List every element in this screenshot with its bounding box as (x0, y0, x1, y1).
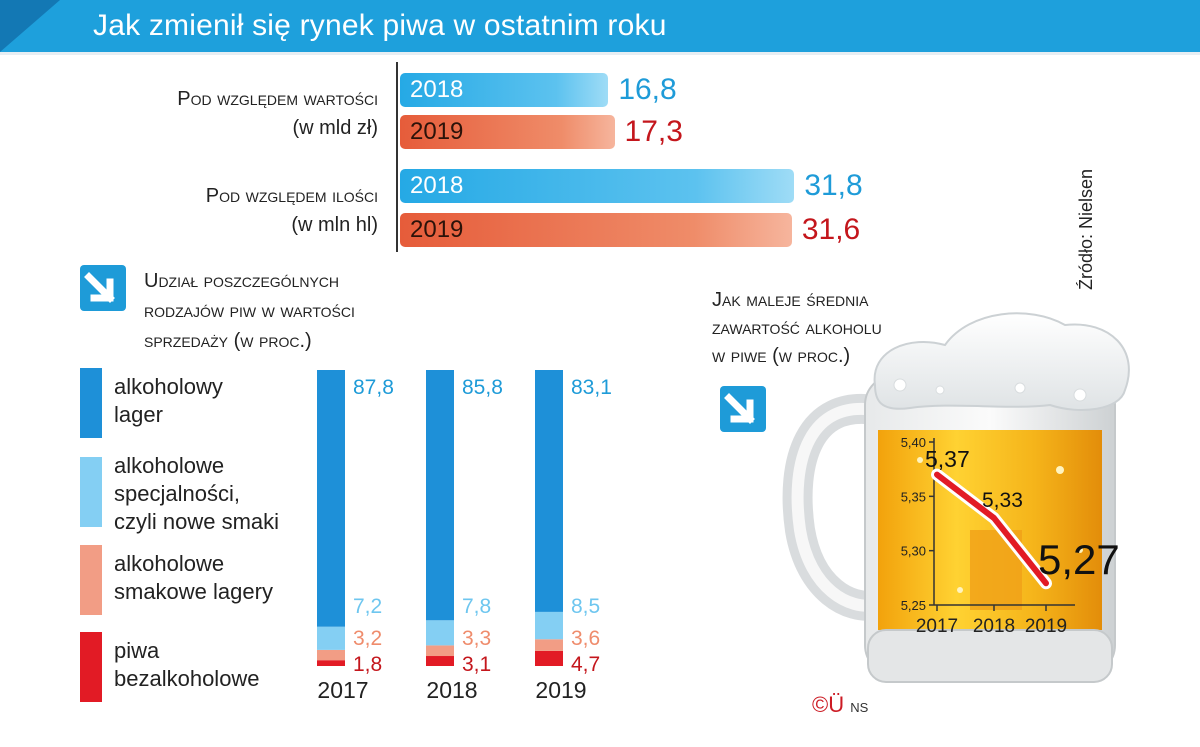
share-title-line3: sprzedaży (w proc.) (144, 326, 312, 356)
legend-swatch-nonalcoholic (80, 632, 102, 702)
value-bar-2019-year: 2019 (410, 118, 464, 145)
stack-label-2019-s3: 4,7 (571, 653, 600, 676)
share-title-line2: rodzajów piw w wartości (144, 300, 355, 322)
stack-category-2018: 2018 (426, 677, 477, 703)
beer-mug-illustration (782, 312, 1130, 683)
stack-label-2017-s1: 7,2 (353, 595, 382, 618)
abv-ytick-label-3: 5,40 (901, 435, 926, 450)
value-bar-2019: 2019 (400, 115, 615, 149)
arrow-down-right-icon (80, 265, 126, 311)
stack-bar-2017-s3 (317, 660, 345, 666)
value-bar-2018: 2018 (400, 73, 609, 107)
stack-label-2019-s2: 3,6 (571, 627, 600, 650)
volume-bar-2018: 2018 (400, 169, 795, 203)
legend-flavoured-line1: alkoholowe (114, 551, 225, 576)
stack-bar-2018-s0 (426, 370, 454, 621)
credit-mark: ©Ü NS (812, 692, 868, 718)
abv-title-line3: w piwe (w proc.) (712, 341, 850, 371)
volume-bar-2018-year: 2018 (410, 172, 464, 199)
credit-initials: NS (850, 700, 869, 715)
volume-bar-2019-year: 2019 (410, 216, 464, 243)
volume-bar-2019: 2019 (400, 213, 792, 247)
header-banner: Jak zmienił się rynek piwa w ostatnim ro… (0, 0, 1200, 52)
group-divider-line (396, 62, 398, 252)
stack-label-2019-s0: 83,1 (571, 376, 612, 399)
stack-label-2018-s2: 3,3 (462, 627, 491, 650)
stack-bar-2017-s0 (317, 370, 345, 627)
arrow-down-right-icon-2 (720, 386, 766, 432)
volume-bar-2018-label: 31,8 (804, 169, 863, 202)
stack-bar-2018-s1 (426, 620, 454, 646)
legend-specialties-line1: alkoholowe (114, 453, 225, 478)
legend-specialties-line2: specjalności, (114, 481, 240, 506)
share-title-line1: Udział poszczególnych (144, 270, 340, 292)
source-note: Źródło: Nielsen (1076, 168, 1096, 290)
stack-bar-2017-s2 (317, 649, 345, 661)
stack-bar-2018-s3 (426, 656, 454, 666)
abv-ytick-label-0: 5,25 (901, 598, 926, 613)
abv-title-line1: Jak maleje średnia (712, 289, 869, 311)
legend-text-flavoured: alkoholowe smakowe lagery (114, 550, 273, 606)
legend-swatch-flavoured (80, 545, 102, 615)
legend-lager-line2: lager (114, 402, 163, 427)
legend-swatch-lager (80, 368, 102, 438)
stack-category-2019: 2019 (535, 677, 586, 703)
stack-label-2018-s1: 7,8 (462, 595, 491, 618)
abv-line-chart: 5,25 5,30 5,35 5,40 2017 2018 2019 5,37 5,33 5,27 (901, 435, 1120, 637)
abv-point-label-2017: 5,37 (925, 446, 970, 472)
header-divider (0, 52, 1200, 55)
stack-label-2018-s3: 3,1 (462, 653, 491, 676)
legend-swatch-specialties (80, 457, 102, 527)
volume-bar-2019-label: 31,6 (801, 213, 861, 246)
legend-text-specialties: alkoholowe specjalności, czyli nowe smak… (114, 452, 279, 536)
abv-point-label-2018: 5,33 (982, 489, 1023, 512)
abv-title-line2: zawartość alkoholu (712, 317, 882, 339)
stack-bar-2019-s3 (535, 650, 563, 666)
legend-text-nonalcoholic: piwa bezalkoholowe (114, 637, 260, 693)
stack-label-2018-s0: 85,8 (462, 376, 503, 399)
value-group-unit: (w mld zł) (292, 117, 378, 139)
share-title-line3-text: sprzedaży (w proc.) (144, 330, 312, 352)
stack-label-2019-s1: 8,5 (571, 595, 600, 618)
stack-bar-2018-s2 (426, 645, 454, 657)
legend-nonalcoholic-line1: piwa (114, 638, 160, 663)
value-bar-2018-year: 2018 (410, 76, 464, 103)
abv-ytick-label-1: 5,30 (901, 544, 926, 559)
stack-bar-2017-s1 (317, 626, 345, 650)
page-title: Jak zmienił się rynek piwa w ostatnim ro… (93, 9, 667, 42)
stack-bar-2019-s1 (535, 611, 563, 640)
legend-lager-line1: alkoholowy (114, 374, 223, 399)
legend-flavoured-line2: smakowe lagery (114, 579, 273, 604)
legend-specialties-line3: czyli nowe smaki (114, 509, 280, 534)
abv-xtick-label-1: 2018 (973, 616, 1015, 637)
header-fold (0, 0, 60, 52)
abv-ytick-label-2: 5,35 (901, 489, 926, 504)
volume-group-unit: (w mln hl) (291, 214, 378, 236)
stack-label-2017-s3: 1,8 (353, 653, 382, 676)
stack-category-2017: 2017 (317, 677, 368, 703)
stack-label-2017-s0: 87,8 (353, 376, 394, 399)
stack-bar-2019-s0 (535, 370, 563, 612)
legend-nonalcoholic-line2: bezalkoholowe (114, 666, 260, 691)
value-bar-2019-label: 17,3 (624, 115, 683, 148)
value-bar-2018-label: 16,8 (618, 73, 677, 106)
value-group-label: Pod względem wartości (177, 88, 378, 110)
abv-title-line3-text: w piwe (w proc.) (712, 345, 851, 367)
abv-line (934, 471, 1049, 587)
stack-label-2017-s2: 3,2 (353, 627, 382, 650)
stack-bar-2019-s2 (535, 639, 563, 651)
legend-text-lager: alkoholowy lager (114, 373, 223, 429)
abv-point-label-2019: 5,27 (1038, 536, 1120, 583)
volume-group-label: Pod względem ilości (205, 185, 378, 207)
abv-xtick-label-2: 2019 (1025, 616, 1067, 637)
credit-symbol: ©Ü (812, 692, 845, 717)
abv-xtick-label-0: 2017 (916, 616, 958, 637)
